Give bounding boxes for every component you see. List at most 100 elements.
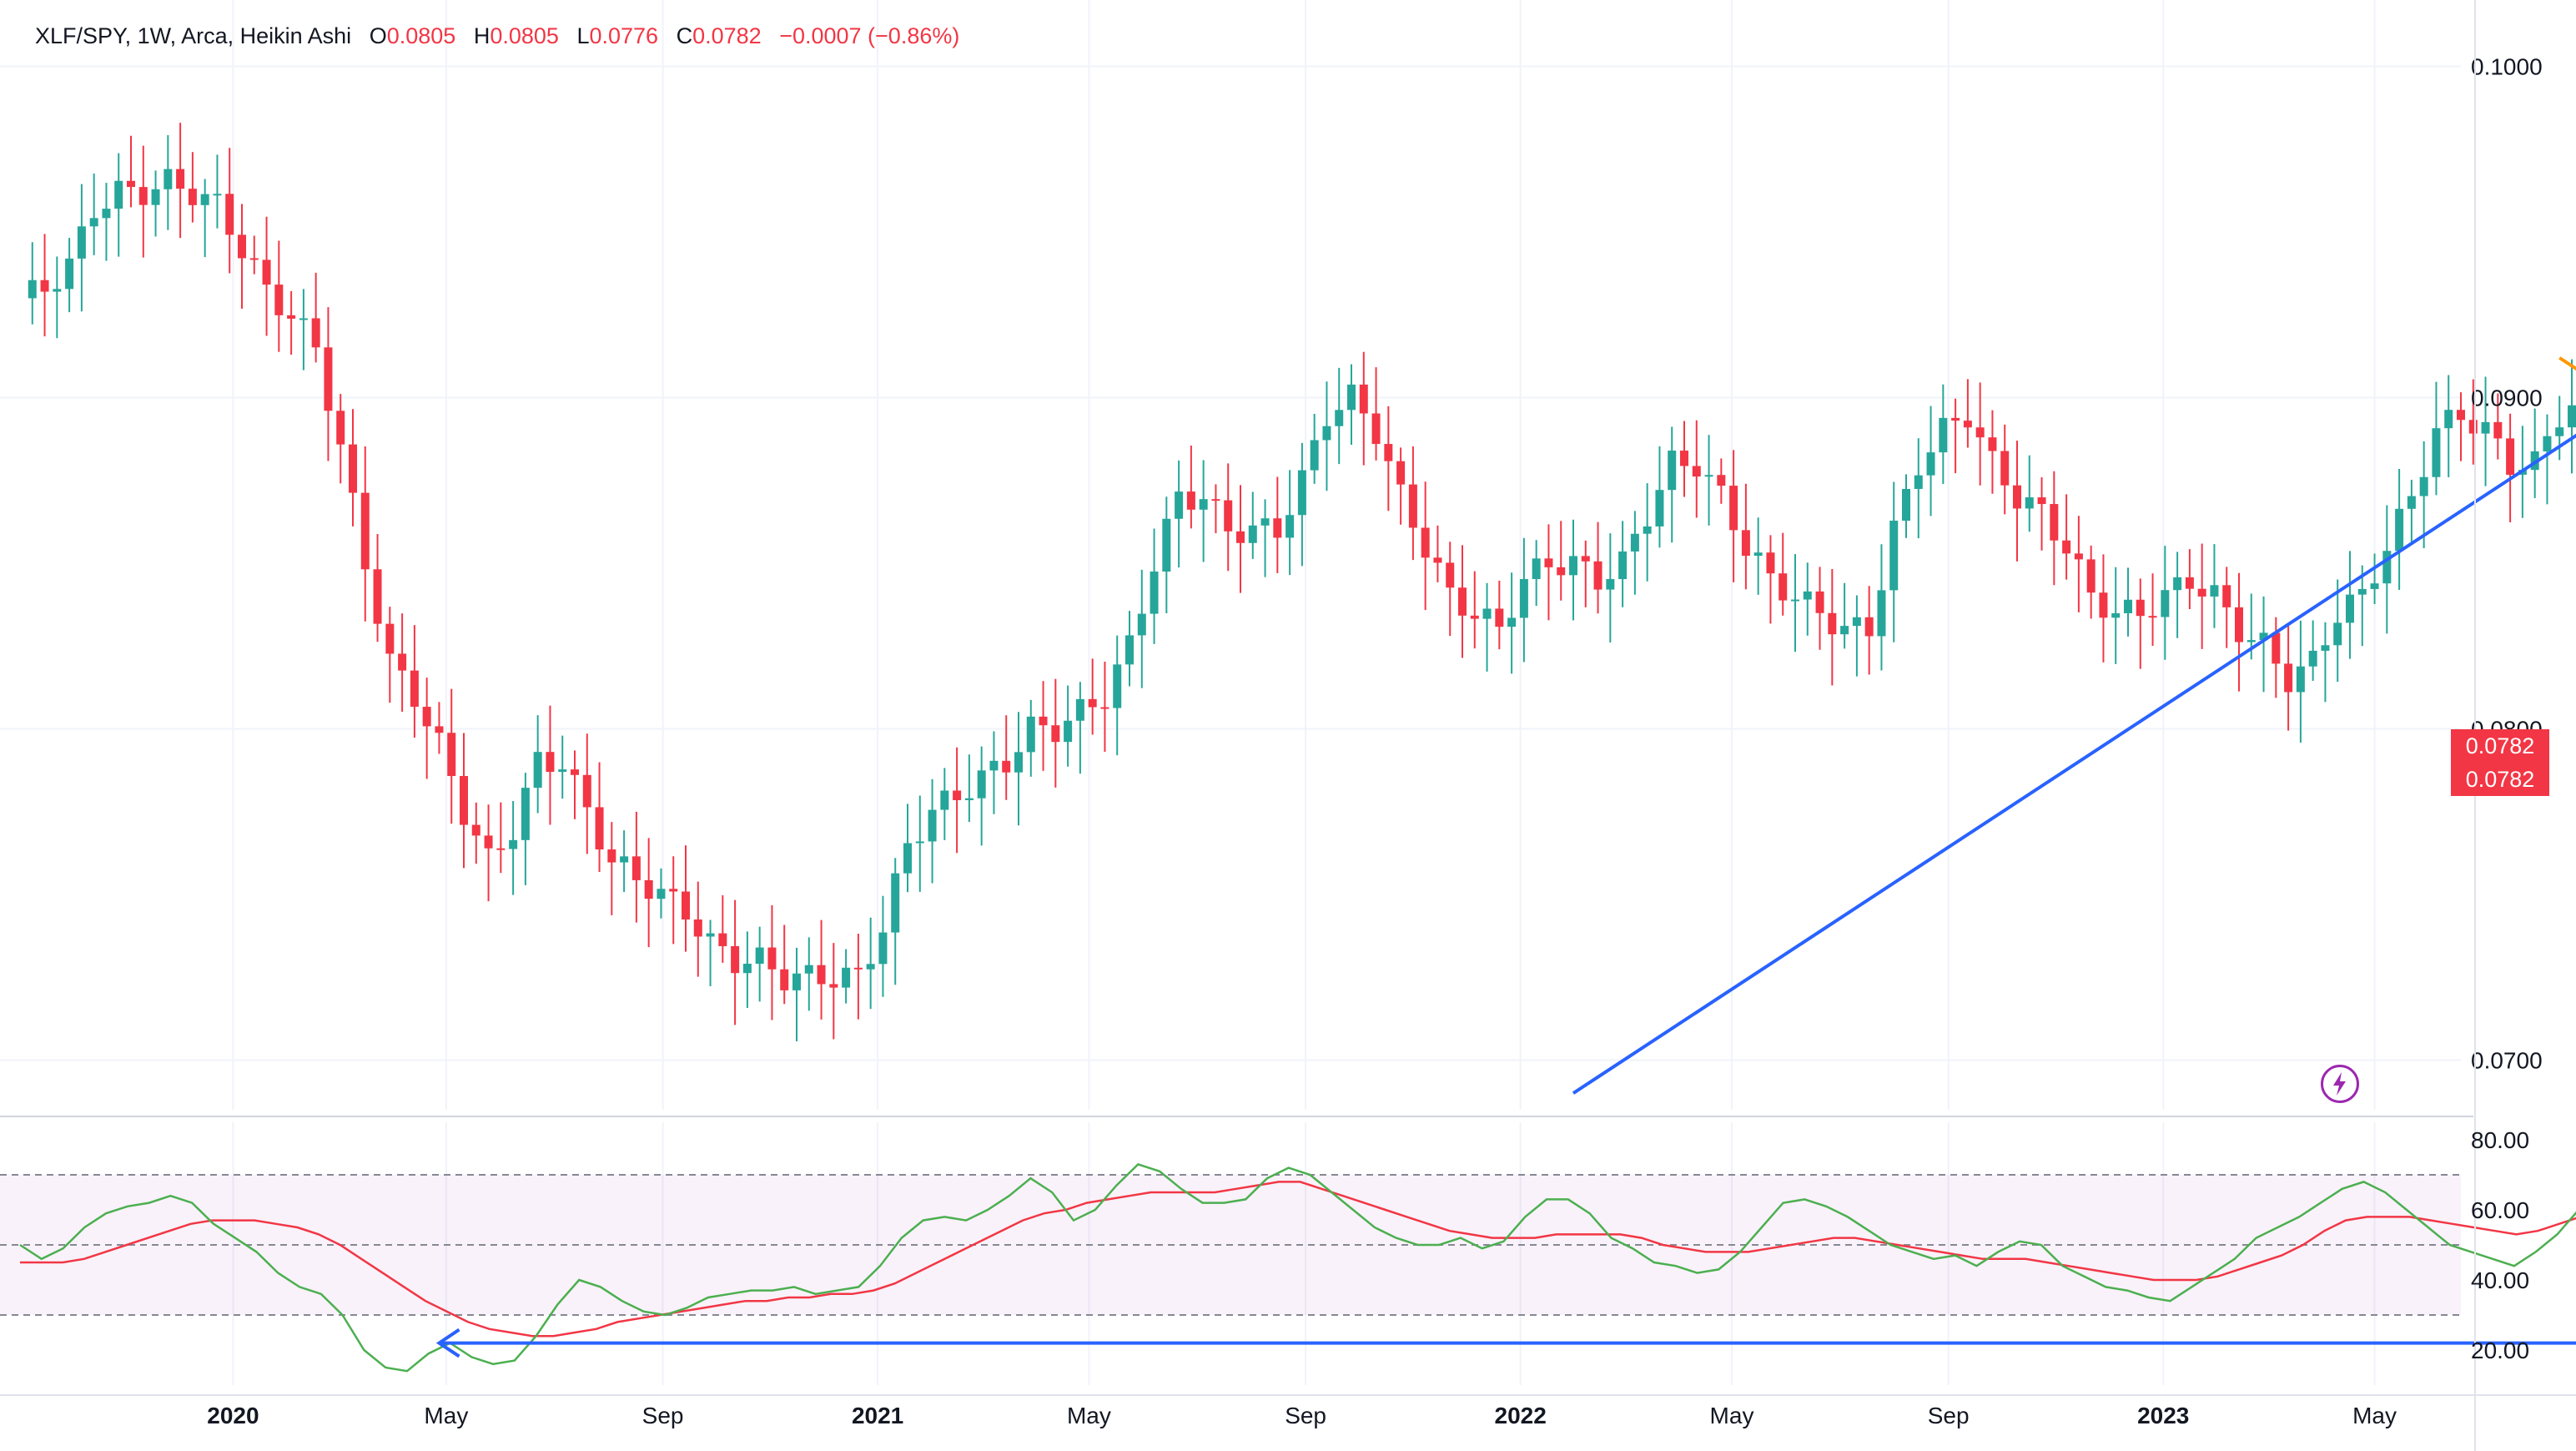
candle-body [607, 849, 616, 863]
candle-body [1482, 608, 1492, 619]
candle-body [1371, 413, 1381, 445]
candle-body [138, 187, 148, 205]
candle-body [2013, 485, 2021, 509]
candle-body [2173, 577, 2182, 591]
candle-body [1236, 531, 1245, 543]
descending-line [2558, 356, 2576, 371]
candle-body [77, 226, 86, 259]
candle-body [2062, 540, 2071, 554]
candle-body [1729, 486, 1738, 531]
candle-body [496, 848, 506, 850]
x-tick-label: May [1067, 1403, 1111, 1428]
candle-body [1088, 698, 1097, 708]
candle-body [2136, 599, 2145, 617]
candle-body [274, 285, 284, 315]
candle-body [1704, 475, 1713, 477]
candle-body [928, 809, 937, 842]
rsi-tick-label: 20.00 [2471, 1338, 2529, 1363]
candle-body [2210, 585, 2219, 597]
candle-body [631, 856, 641, 880]
candle-body [2444, 410, 2453, 429]
candle-body [2235, 607, 2243, 642]
candle-body [891, 873, 900, 933]
candle-body [533, 752, 542, 788]
candle-body [213, 194, 222, 196]
symbol-title: XLF/SPY, 1W, Arca, Heikin Ashi [35, 23, 352, 48]
candle-body [1864, 617, 1874, 637]
x-tick-label: 2021 [852, 1403, 903, 1428]
candle-body [1828, 612, 1837, 635]
candle-body [28, 280, 37, 299]
candle-body [620, 856, 629, 863]
candle-body [842, 967, 851, 988]
candle-body [2530, 451, 2539, 471]
x-tick-label: May [1710, 1403, 1754, 1428]
candle-body [349, 444, 357, 493]
candle-body [718, 933, 727, 946]
candle-body [1186, 491, 1195, 510]
candle-body [447, 733, 456, 777]
candle-body [1039, 716, 1048, 726]
candle-body [2099, 592, 2108, 618]
candle-body [1002, 760, 1011, 773]
candle-body [989, 760, 999, 771]
candle-body [915, 841, 924, 844]
candle-body [1618, 551, 1628, 580]
candle-body [89, 218, 98, 227]
candle-body [1211, 499, 1220, 501]
candle-body [2357, 588, 2367, 595]
candle-body [804, 965, 813, 974]
candle-body [2468, 420, 2478, 434]
candle-body [299, 318, 308, 320]
candle-body [1125, 635, 1134, 665]
candle-body [1310, 440, 1319, 471]
candles [28, 123, 2576, 1042]
candle-body [1902, 488, 1910, 521]
x-tick-label: May [424, 1403, 468, 1428]
candle-body [2050, 504, 2059, 541]
candle-body [1064, 720, 1073, 743]
x-tick-label: May [2352, 1403, 2397, 1428]
candle-body [1273, 518, 1282, 538]
candle-body [2346, 594, 2354, 623]
candle-body [1199, 499, 1208, 510]
candle-body [866, 964, 875, 970]
candle-body [1162, 518, 1171, 572]
candle-body [373, 569, 382, 624]
candle-body [1840, 626, 1849, 635]
candle-body [176, 169, 185, 189]
candle-body [1939, 417, 1948, 453]
candle-body [151, 189, 160, 205]
candle-body [2296, 666, 2305, 693]
rsi-tick-label: 80.00 [2471, 1127, 2529, 1153]
candle-body [2321, 645, 2330, 651]
candle-body [1396, 461, 1406, 485]
candle-body [731, 945, 740, 974]
candle-body [940, 790, 949, 810]
candle-body [657, 889, 666, 899]
close-label: C [676, 23, 693, 48]
close-value: 0.0782 [692, 23, 762, 48]
x-tick-label: Sep [1928, 1403, 1970, 1428]
candle-body [2457, 410, 2465, 421]
candle-body [1051, 725, 1060, 743]
drawings [435, 356, 2576, 1358]
candle-body [2407, 496, 2416, 509]
candle-body [1914, 475, 1923, 489]
candle-body [2000, 451, 2010, 486]
candle-body [1100, 707, 1109, 709]
candle-body [2222, 585, 2231, 607]
candle-body [2259, 632, 2268, 641]
candle-body [2506, 438, 2515, 475]
candle-body [1569, 556, 1577, 576]
lightning-bolt-icon[interactable] [2321, 1065, 2359, 1103]
candle-body [1766, 552, 1775, 574]
candle-body [53, 289, 62, 292]
candle-body [2370, 583, 2379, 589]
candle-body [336, 411, 345, 445]
candle-body [2543, 436, 2552, 451]
high-value: 0.0805 [490, 23, 559, 48]
candle-body [878, 932, 888, 965]
candle-body [1606, 579, 1615, 590]
